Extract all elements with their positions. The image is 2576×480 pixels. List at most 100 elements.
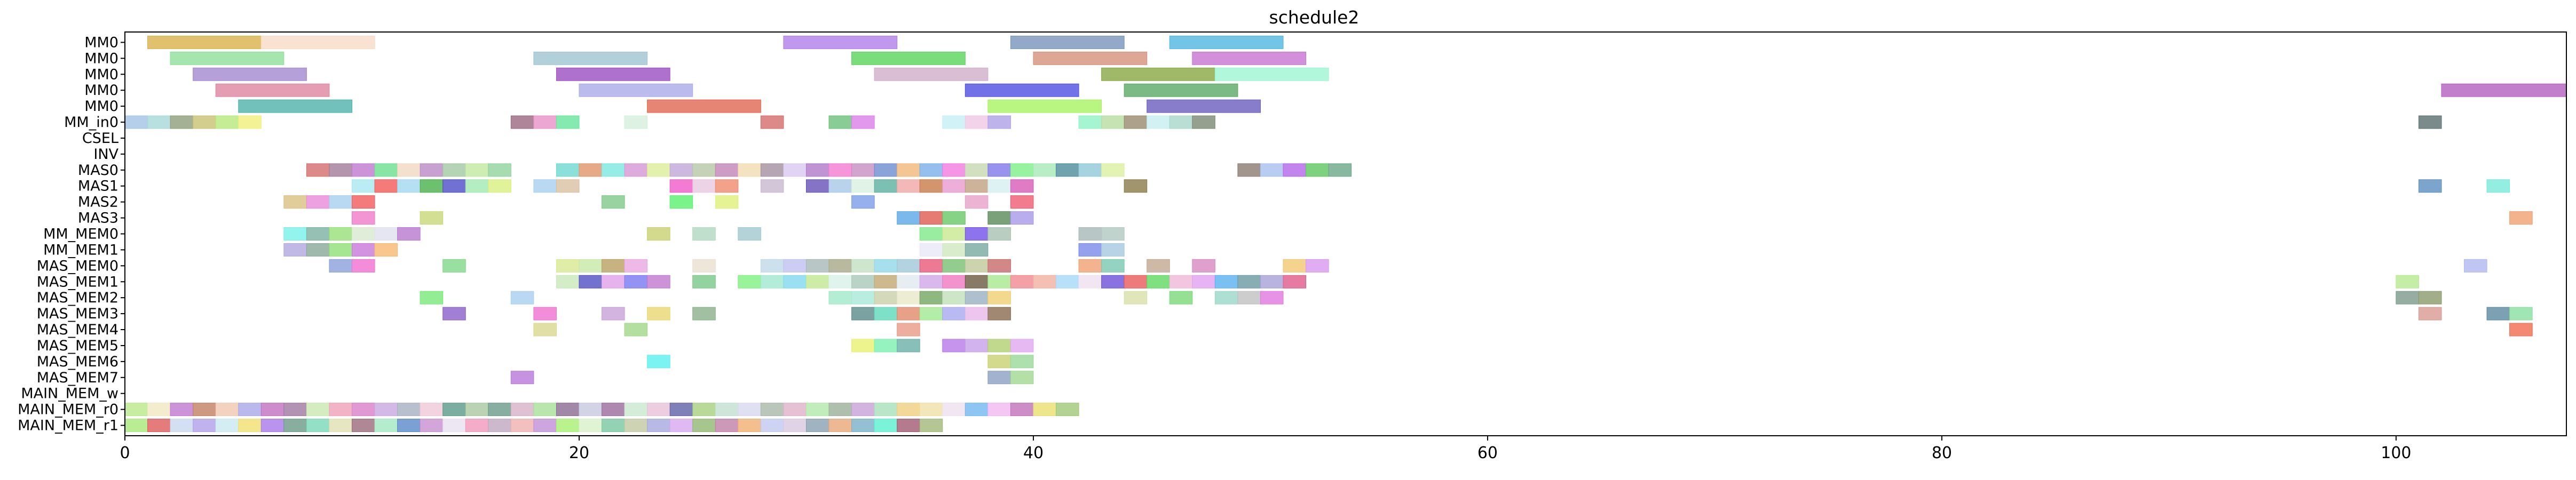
gantt-bar (260, 403, 285, 417)
gantt-bar (965, 307, 989, 321)
chart-title: schedule2 (1269, 7, 1360, 28)
gantt-bar (851, 419, 875, 433)
gantt-bar (783, 419, 807, 433)
gantt-bar (987, 227, 1011, 241)
y-tick-label: MAS_MEM3 (37, 306, 118, 322)
gantt-bar (374, 179, 398, 193)
gantt-bar (942, 211, 966, 225)
y-tick-label: MAS_MEM0 (37, 258, 118, 274)
gantt-bar (1214, 275, 1238, 289)
gantt-bar (897, 307, 920, 321)
gantt-bar (897, 291, 920, 305)
gantt-bar (1078, 115, 1102, 129)
gantt-bar (647, 403, 670, 417)
gantt-bar (374, 419, 398, 433)
gantt-bar (1169, 291, 1193, 305)
gantt-bar (715, 195, 739, 209)
gantt-bar (987, 275, 1011, 289)
y-tick-label: MAS_MEM6 (37, 354, 118, 370)
gantt-bar (851, 403, 875, 417)
gantt-bar (851, 275, 875, 289)
gantt-bar (647, 419, 670, 433)
gantt-bar (851, 115, 875, 129)
gantt-bar (556, 275, 580, 289)
gantt-bar (602, 419, 625, 433)
gantt-bar (1214, 291, 1238, 305)
gantt-bar (1010, 211, 1034, 225)
gantt-bar (783, 275, 807, 289)
gantt-bar (828, 275, 852, 289)
gantt-bar (238, 99, 352, 113)
gantt-bar (919, 179, 943, 193)
gantt-bar (2509, 211, 2533, 225)
gantt-bar (1192, 115, 1215, 129)
gantt-bar (533, 323, 557, 337)
gantt-bar (488, 403, 511, 417)
x-tick-label: 20 (569, 444, 589, 462)
gantt-bar (579, 163, 603, 177)
gantt-bar (1056, 275, 1079, 289)
gantt-bar (170, 403, 194, 417)
gantt-bar (828, 179, 852, 193)
gantt-bar (624, 163, 648, 177)
gantt-bar (987, 99, 1102, 113)
gantt-bar (1306, 259, 1329, 273)
gantt-bar (510, 403, 534, 417)
gantt-bar (2418, 115, 2442, 129)
gantt-bar (533, 419, 557, 433)
gantt-bar (805, 259, 829, 273)
gantt-bar (465, 179, 489, 193)
gantt-bar (919, 291, 943, 305)
gantt-bar (2441, 83, 2567, 97)
gantt-bar (556, 163, 580, 177)
gantt-bar (874, 339, 898, 353)
y-tick-label: MAS0 (78, 162, 118, 179)
gantt-bar (738, 419, 761, 433)
y-tick-label: MAIN_MEM_r0 (18, 402, 118, 418)
gantt-bar (124, 403, 148, 417)
gantt-bar (1237, 275, 1261, 289)
gantt-bar (987, 291, 1011, 305)
gantt-bar (602, 403, 625, 417)
y-tick-label: MAS3 (78, 210, 118, 227)
gantt-bar (942, 163, 966, 177)
gantt-bar (238, 419, 262, 433)
gantt-bar (919, 419, 943, 433)
gantt-bar (215, 403, 239, 417)
gantt-bar (851, 195, 875, 209)
gantt-bar (1010, 371, 1034, 385)
gantt-bar (783, 163, 807, 177)
gantt-bar (851, 339, 875, 353)
y-tick-label: MM0 (84, 50, 118, 67)
y-tick-label: CSEL (82, 130, 118, 147)
gantt-bar (874, 291, 898, 305)
x-tick-label: 80 (1932, 444, 1952, 462)
gantt-bar (760, 179, 784, 193)
gantt-bar (2396, 291, 2419, 305)
gantt-bar (805, 179, 829, 193)
gantt-bar (692, 419, 716, 433)
gantt-bar (987, 179, 1011, 193)
gantt-bar (760, 275, 784, 289)
gantt-bar (738, 275, 761, 289)
gantt-bar (874, 259, 898, 273)
gantt-bar (1010, 403, 1034, 417)
gantt-bar (465, 403, 489, 417)
x-tick-label: 0 (120, 444, 130, 462)
gantt-bar (965, 291, 989, 305)
gantt-bar (715, 179, 739, 193)
gantt-bar (805, 419, 829, 433)
gantt-bar (510, 371, 534, 385)
gantt-bar (556, 115, 580, 129)
gantt-bar (193, 403, 216, 417)
gantt-bar (715, 403, 739, 417)
gantt-bar (942, 179, 966, 193)
gantt-bar (602, 307, 625, 321)
gantt-bar (1101, 67, 1215, 81)
gantt-bar (828, 163, 852, 177)
gantt-bar (965, 339, 989, 353)
gantt-bar (306, 163, 330, 177)
gantt-bar (510, 115, 534, 129)
gantt-bar (329, 195, 352, 209)
